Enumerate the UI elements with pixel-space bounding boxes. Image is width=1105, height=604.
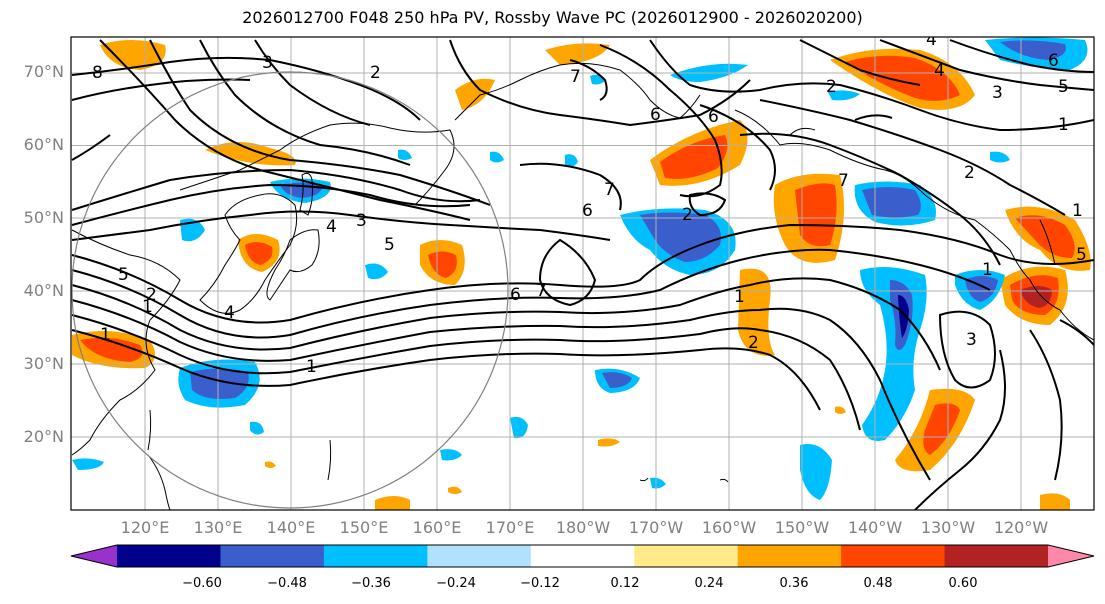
colorbar-cell — [737, 545, 842, 567]
colorbar-tick: 0.60 — [948, 576, 978, 591]
contour-labels: 8 2 3 4 5 6 7 1 2 6 7 3 4 5 1 6 7 1 2 7 … — [92, 30, 1087, 377]
colorbar-tick: −0.60 — [182, 576, 222, 591]
svg-text:2: 2 — [146, 285, 157, 305]
svg-text:1: 1 — [1072, 201, 1083, 221]
lat-label-30n: 30°N — [23, 354, 64, 373]
map-title: 2026012700 F048 250 hPa PV, Rossby Wave … — [242, 8, 863, 27]
svg-text:1: 1 — [306, 357, 317, 377]
graticule — [71, 37, 1094, 510]
lon-label-160w: 160°W — [701, 518, 757, 537]
svg-text:4: 4 — [326, 217, 337, 237]
lon-label-140w: 140°W — [847, 518, 903, 537]
svg-text:2: 2 — [964, 163, 975, 183]
colorbar-tick: 0.48 — [863, 576, 893, 591]
svg-text:7: 7 — [838, 171, 849, 191]
svg-text:8: 8 — [92, 63, 103, 83]
colorbar-cell — [117, 545, 221, 567]
svg-text:1: 1 — [100, 325, 111, 345]
svg-text:4: 4 — [224, 303, 235, 323]
colorbar-cell — [841, 545, 946, 567]
svg-text:1: 1 — [142, 297, 153, 317]
svg-text:7: 7 — [604, 180, 615, 200]
colorbar-tick: −0.12 — [520, 576, 560, 591]
colorbar-tick: 0.24 — [694, 576, 724, 591]
lon-label-170w: 170°W — [628, 518, 684, 537]
colorbar-tick: 0.36 — [779, 576, 809, 591]
colorbar-extend-high — [1048, 545, 1094, 567]
lon-label-180w: 180°W — [555, 518, 611, 537]
colorbar-cell — [944, 545, 1049, 567]
svg-text:7: 7 — [536, 281, 547, 301]
svg-text:3: 3 — [262, 53, 273, 73]
svg-text:6: 6 — [650, 105, 661, 125]
colorbar-cell — [634, 545, 739, 567]
lon-label-170e: 170°E — [485, 518, 535, 537]
svg-text:1: 1 — [982, 260, 993, 280]
colorbar-tick: −0.24 — [436, 576, 476, 591]
svg-text:5: 5 — [118, 265, 129, 285]
colorbar-extend-low — [71, 545, 117, 567]
svg-text:6: 6 — [510, 285, 521, 305]
colorbar-tick: −0.48 — [267, 576, 307, 591]
lon-label-150w: 150°W — [774, 518, 830, 537]
colorbar-cell — [427, 545, 532, 567]
svg-text:7: 7 — [570, 67, 581, 87]
lon-label-120e: 120°E — [120, 518, 170, 537]
colorbar-tick: −0.36 — [351, 576, 391, 591]
svg-text:4: 4 — [934, 61, 945, 81]
svg-text:3: 3 — [356, 211, 367, 231]
lat-label-20n: 20°N — [23, 427, 64, 446]
pv-contours — [71, 39, 1094, 510]
lon-label-150e: 150°E — [339, 518, 389, 537]
colorbar-cell — [323, 545, 428, 567]
colorbar-cell — [530, 545, 635, 567]
positive-anomaly — [72, 40, 1091, 510]
lat-label-60n: 60°N — [23, 135, 64, 154]
svg-text:2: 2 — [682, 205, 693, 225]
coastlines — [71, 62, 1094, 510]
lat-label-70n: 70°N — [23, 62, 64, 81]
svg-text:1: 1 — [734, 287, 745, 307]
lon-label-130e: 130°E — [193, 518, 243, 537]
svg-text:2: 2 — [748, 333, 759, 353]
svg-text:6: 6 — [708, 107, 719, 127]
colorbar-cell — [220, 545, 325, 567]
lat-label-40n: 40°N — [23, 281, 64, 300]
svg-text:1: 1 — [1058, 115, 1069, 135]
lon-label-160e: 160°E — [412, 518, 462, 537]
svg-text:5: 5 — [384, 235, 395, 255]
svg-text:4: 4 — [926, 30, 937, 50]
svg-text:2: 2 — [826, 77, 837, 97]
lon-label-130w: 130°W — [920, 518, 976, 537]
colorbar — [70, 544, 1095, 568]
svg-text:3: 3 — [966, 330, 977, 350]
pv-anomaly-shading — [72, 37, 1091, 510]
svg-text:2: 2 — [370, 63, 381, 83]
radius-circle — [71, 71, 509, 509]
svg-text:6: 6 — [1048, 51, 1059, 71]
svg-text:5: 5 — [1076, 245, 1087, 265]
plot-frame — [70, 36, 1095, 511]
svg-text:3: 3 — [992, 83, 1003, 103]
svg-text:6: 6 — [582, 201, 593, 221]
colorbar-tick: 0.12 — [610, 576, 640, 591]
lon-label-120w: 120°W — [993, 518, 1049, 537]
svg-text:5: 5 — [1058, 77, 1069, 97]
lat-label-50n: 50°N — [23, 208, 64, 227]
lon-label-140e: 140°E — [266, 518, 316, 537]
